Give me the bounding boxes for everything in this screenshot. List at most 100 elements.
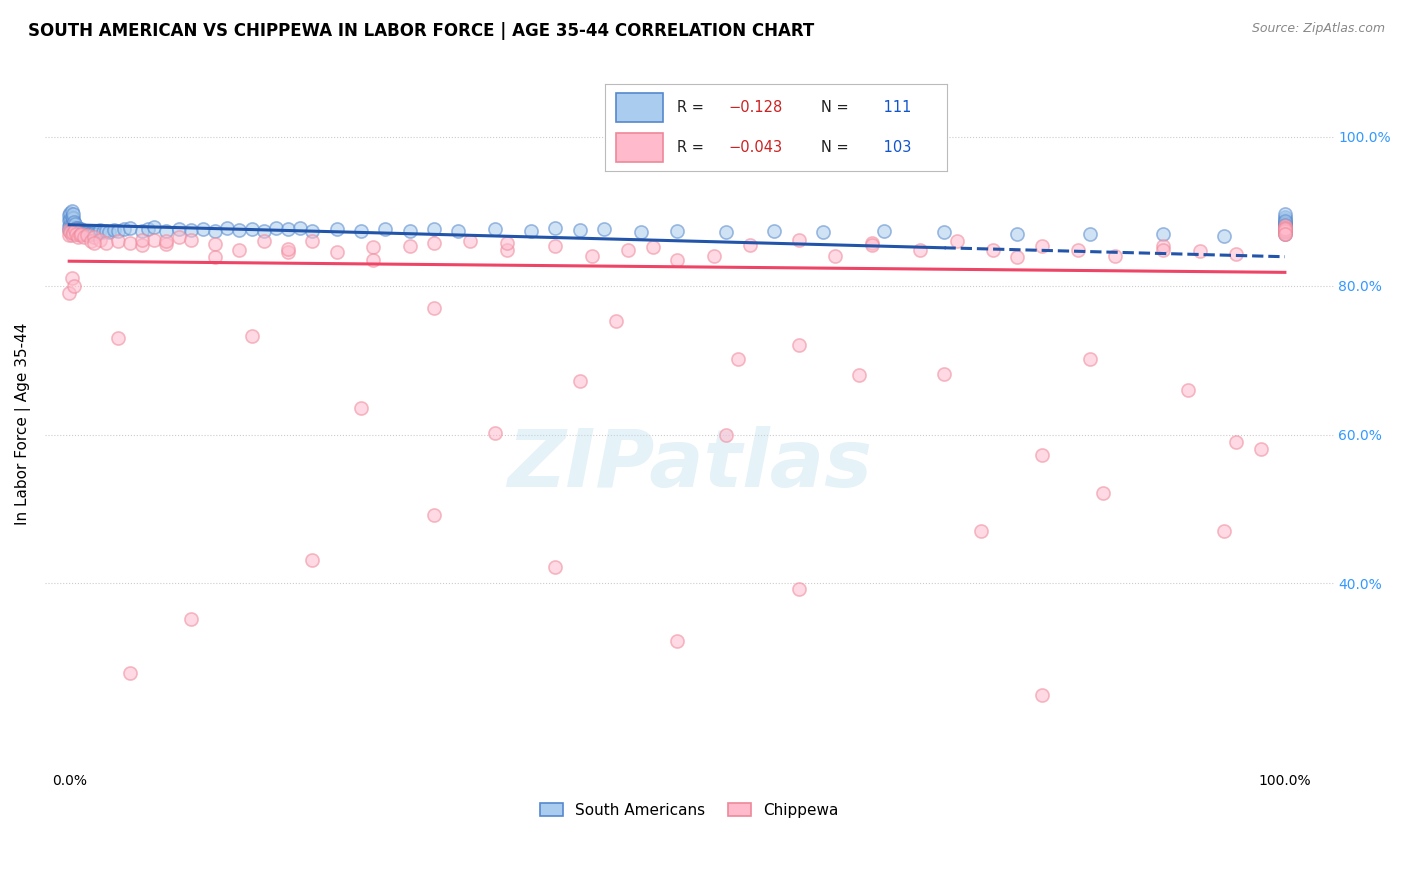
Point <box>107 331 129 345</box>
Point <box>423 508 446 522</box>
Point <box>62 211 84 225</box>
Point <box>1274 207 1296 221</box>
Point <box>290 220 312 235</box>
Point <box>361 252 384 267</box>
Point <box>1274 224 1296 238</box>
Point <box>59 224 82 238</box>
Point <box>77 227 100 241</box>
Point <box>60 271 83 285</box>
Point <box>666 224 689 238</box>
Point <box>94 224 117 238</box>
Point <box>1274 223 1296 237</box>
Point <box>593 222 616 236</box>
Point <box>59 211 82 226</box>
Point <box>1152 243 1174 257</box>
Point <box>82 227 104 241</box>
Point <box>811 225 834 239</box>
Point <box>666 252 689 267</box>
Point <box>60 215 83 229</box>
Point <box>1152 227 1174 242</box>
Point <box>131 233 153 247</box>
Point <box>69 223 91 237</box>
Point <box>1274 215 1296 229</box>
Point <box>361 240 384 254</box>
Point <box>1274 210 1296 224</box>
Point <box>73 230 96 244</box>
Point <box>84 227 107 241</box>
Point <box>180 612 202 626</box>
Point <box>62 226 84 240</box>
Point <box>325 222 347 236</box>
Point <box>1274 220 1296 235</box>
Point <box>301 234 323 248</box>
Point <box>1274 218 1296 232</box>
Point <box>1213 524 1236 539</box>
Point <box>136 222 159 236</box>
Point <box>58 223 80 237</box>
Point <box>1104 249 1126 263</box>
Point <box>763 224 786 238</box>
Point <box>787 233 810 247</box>
Point <box>544 560 567 574</box>
Y-axis label: In Labor Force | Age 35-44: In Labor Force | Age 35-44 <box>15 322 31 524</box>
Point <box>58 208 80 222</box>
Point <box>80 234 103 248</box>
Point <box>69 227 91 241</box>
Point <box>73 227 96 241</box>
Point <box>65 223 87 237</box>
Point <box>66 221 89 235</box>
Point <box>63 278 86 293</box>
Point <box>981 243 1004 257</box>
Point <box>714 225 737 239</box>
Point <box>495 243 517 257</box>
Point <box>702 249 724 263</box>
Point <box>1274 214 1296 228</box>
Point <box>264 221 287 235</box>
Point <box>131 237 153 252</box>
Point <box>350 401 373 416</box>
Point <box>787 582 810 597</box>
Point <box>1274 223 1296 237</box>
Point <box>520 224 543 238</box>
Point <box>301 224 323 238</box>
Point <box>107 234 129 248</box>
Point <box>228 223 250 237</box>
Point <box>79 227 101 241</box>
Point <box>65 220 87 235</box>
Point <box>1274 223 1296 237</box>
Point <box>58 223 80 237</box>
Point <box>58 228 80 243</box>
Point <box>65 227 87 241</box>
Point <box>860 235 883 250</box>
Point <box>63 225 86 239</box>
Point <box>374 222 396 236</box>
Point <box>605 314 627 328</box>
Point <box>204 224 226 238</box>
Point <box>65 217 87 231</box>
Point <box>398 224 420 238</box>
Point <box>423 222 446 236</box>
Point <box>180 233 202 247</box>
Point <box>666 634 689 648</box>
Point <box>1274 219 1296 234</box>
Point <box>1274 220 1296 235</box>
Point <box>60 224 83 238</box>
Point <box>60 211 83 225</box>
Point <box>630 225 652 239</box>
Text: Source: ZipAtlas.com: Source: ZipAtlas.com <box>1251 22 1385 36</box>
Point <box>860 237 883 252</box>
Point <box>727 351 749 366</box>
Point <box>1274 227 1296 241</box>
Point <box>484 222 506 236</box>
Point <box>1188 244 1211 258</box>
Point <box>277 245 299 260</box>
Point <box>301 552 323 566</box>
Point <box>62 216 84 230</box>
Point <box>143 219 166 234</box>
Point <box>204 237 226 252</box>
Point <box>58 219 80 234</box>
Point <box>1031 238 1053 252</box>
Point <box>70 226 93 240</box>
Point <box>325 245 347 260</box>
Legend: South Americans, Chippewa: South Americans, Chippewa <box>534 797 845 824</box>
